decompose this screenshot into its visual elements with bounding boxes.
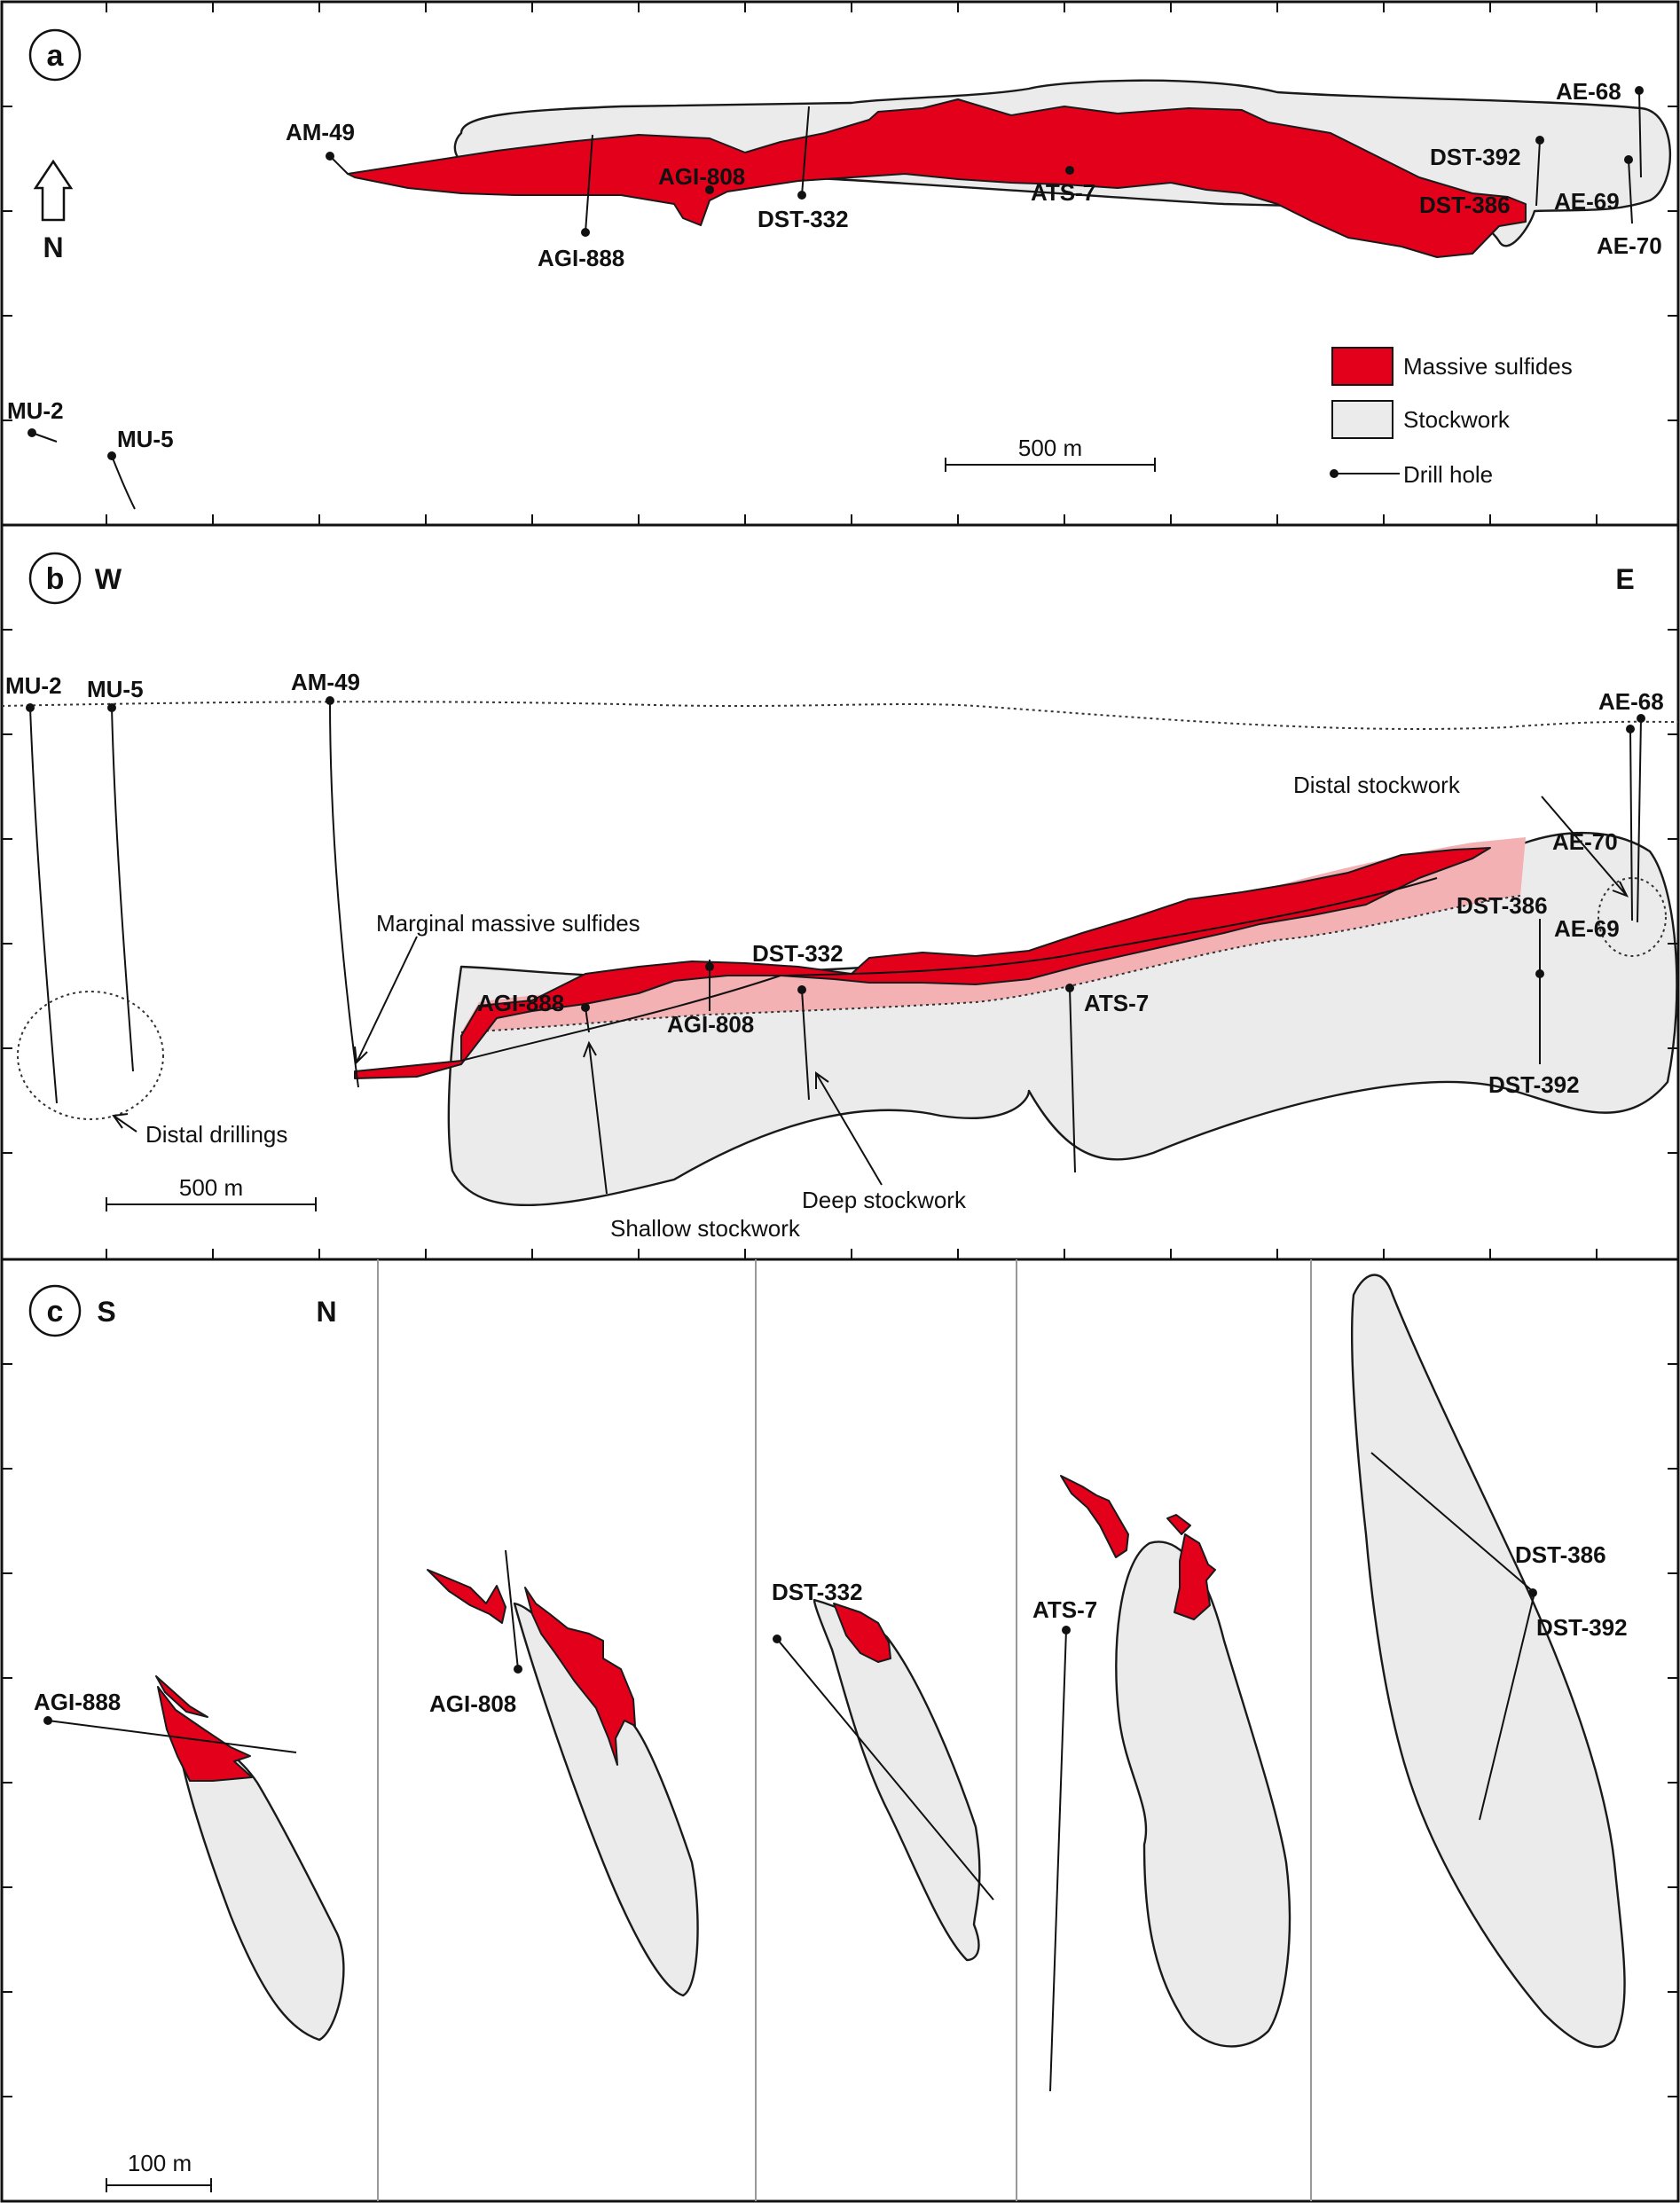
section-label-mu5: MU-5 bbox=[87, 676, 144, 702]
panel-a-frame bbox=[0, 0, 1680, 527]
note-marginal-massive-sulfides: Marginal massive sulfides bbox=[376, 910, 640, 937]
panel-b-scale: 500 m bbox=[106, 1174, 317, 1211]
note-distal-drillings: Distal drillings bbox=[145, 1121, 287, 1148]
section-shallow-stockwork bbox=[461, 837, 1526, 1032]
section-label-agi808: AGI-808 bbox=[667, 1011, 754, 1038]
section-label-dst392: DST-392 bbox=[1488, 1071, 1580, 1098]
label-ats7: ATS-7 bbox=[1031, 179, 1095, 206]
panel-b-badge bbox=[28, 552, 82, 605]
panel-a-north-label: N bbox=[43, 231, 63, 263]
label-mu2: MU-2 bbox=[7, 397, 64, 424]
cross-section-agi808: AGI-808 bbox=[427, 1549, 699, 1997]
label-ae69: AE-69 bbox=[1554, 188, 1620, 215]
cross-section-agi888: AGI-888 bbox=[34, 1675, 345, 2042]
label-ae68: AE-68 bbox=[1556, 78, 1621, 105]
cross-label-ats7: ATS-7 bbox=[1032, 1596, 1097, 1623]
note-shallow-stockwork: Shallow stockwork bbox=[610, 1215, 801, 1242]
legend: Massive sulfides Stockwork Drill hole bbox=[1330, 347, 1573, 488]
panel-c-scale: 100 m bbox=[106, 2150, 212, 2192]
panel-c-scale-label: 100 m bbox=[128, 2150, 192, 2176]
panel-a-badge bbox=[28, 28, 82, 82]
section-massive-sulfides bbox=[354, 847, 1491, 1079]
cross-section-ats7: ATS-7 bbox=[1032, 1475, 1291, 2092]
note-deep-stockwork: Deep stockwork bbox=[802, 1187, 967, 1213]
panel-a-scale: 500 m bbox=[945, 435, 1156, 472]
panel-b-scale-label: 500 m bbox=[179, 1174, 243, 1201]
section-label-ae70: AE-70 bbox=[1552, 828, 1618, 855]
label-dst386: DST-386 bbox=[1419, 192, 1511, 218]
north-arrow-icon bbox=[33, 159, 74, 222]
cross-label-dst392: DST-392 bbox=[1536, 1614, 1628, 1641]
legend-stockwork-swatch bbox=[1331, 400, 1393, 439]
section-label-am49: AM-49 bbox=[291, 669, 360, 695]
panel-c-letter: c bbox=[47, 1295, 64, 1329]
plan-massive-sulfides bbox=[347, 98, 1527, 258]
label-dst392: DST-392 bbox=[1430, 144, 1521, 170]
panel-b-ticks bbox=[2, 629, 1678, 1259]
panel-c-north: N bbox=[316, 1296, 336, 1328]
label-am49: AM-49 bbox=[286, 119, 355, 145]
legend-massive-label: Massive sulfides bbox=[1403, 353, 1573, 380]
section-label-mu2: MU-2 bbox=[5, 672, 62, 699]
label-mu5: MU-5 bbox=[117, 426, 174, 452]
panel-a-scale-label: 500 m bbox=[1018, 435, 1082, 461]
cross-section-dst332: DST-332 bbox=[772, 1579, 994, 1962]
section-label-ats7: ATS-7 bbox=[1084, 990, 1149, 1016]
label-ae70: AE-70 bbox=[1597, 232, 1662, 259]
panel-b-east: E bbox=[1615, 563, 1634, 595]
label-agi888: AGI-888 bbox=[538, 245, 624, 271]
distal-drillings-circle bbox=[17, 991, 164, 1120]
section-stockwork-boundary bbox=[460, 895, 1521, 1033]
section-label-dst386: DST-386 bbox=[1456, 892, 1548, 919]
cross-label-dst386: DST-386 bbox=[1515, 1541, 1606, 1568]
section-label-ae68: AE-68 bbox=[1598, 688, 1664, 715]
panel-b-west: W bbox=[95, 563, 122, 595]
section-contact-line bbox=[460, 877, 1438, 1062]
label-dst332: DST-332 bbox=[758, 206, 849, 232]
section-drill-holes bbox=[26, 696, 1645, 1173]
panel-b-letter: b bbox=[46, 562, 65, 596]
panel-b: b W E bbox=[0, 523, 1680, 1261]
section-label-agi888: AGI-888 bbox=[477, 990, 564, 1016]
distal-stockwork-circle bbox=[1598, 877, 1667, 957]
section-label-ae69: AE-69 bbox=[1554, 915, 1620, 942]
cross-label-dst332: DST-332 bbox=[772, 1579, 863, 1605]
panel-c-ticks bbox=[2, 1363, 1678, 2097]
cross-label-agi888: AGI-888 bbox=[34, 1689, 121, 1715]
section-arrows bbox=[112, 796, 1629, 1195]
label-agi808: AGI-808 bbox=[658, 163, 745, 190]
panel-a: a N AM-49 AGI-888 AGI-808 DST-332 ATS-7 … bbox=[0, 0, 1680, 527]
section-label-dst332: DST-332 bbox=[752, 940, 844, 967]
cross-section-dst386: DST-386 DST-392 bbox=[1351, 1274, 1628, 2049]
topographic-surface bbox=[1, 701, 1679, 730]
panel-c-south: S bbox=[97, 1296, 115, 1328]
panel-c-frame bbox=[0, 1258, 1680, 2203]
legend-drill-label: Drill hole bbox=[1403, 461, 1493, 488]
note-distal-stockwork: Distal stockwork bbox=[1293, 772, 1461, 798]
section-dividers bbox=[377, 1259, 1312, 2201]
legend-stockwork-label: Stockwork bbox=[1403, 406, 1511, 433]
panel-c: c S N AGI-888 AGI-808 DST-332 bbox=[0, 1258, 1680, 2203]
legend-massive-swatch bbox=[1331, 347, 1393, 386]
panel-a-ticks bbox=[2, 2, 1678, 525]
panel-c-badge bbox=[28, 1284, 82, 1337]
cross-label-agi808: AGI-808 bbox=[429, 1690, 516, 1717]
panel-a-letter: a bbox=[47, 39, 65, 73]
plan-drill-holes bbox=[27, 86, 1644, 510]
